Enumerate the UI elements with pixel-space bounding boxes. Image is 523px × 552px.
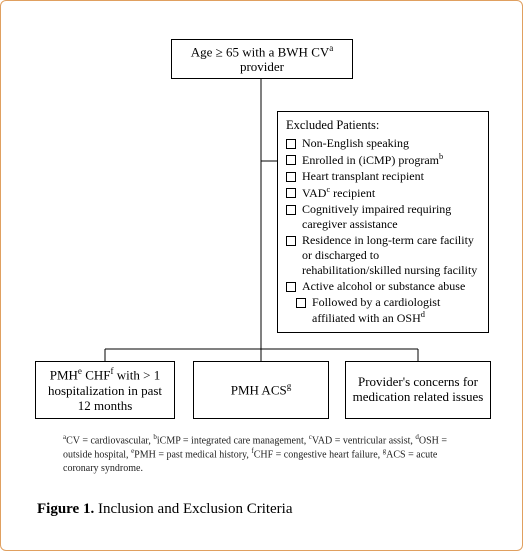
node-provider-concerns: Provider's concerns for medication relat… — [345, 361, 491, 419]
top-line2: provider — [240, 59, 284, 74]
checkbox-icon — [286, 139, 296, 149]
excluded-item: Residence in long-term care facility or … — [286, 233, 480, 278]
excluded-title: Excluded Patients: — [286, 118, 480, 134]
checkbox-icon — [286, 188, 296, 198]
checkbox-icon — [286, 282, 296, 292]
excluded-item: Active alcohol or substance abuse — [286, 279, 480, 294]
node-pmh-chf: PMHe CHFf with > 1 hospitalization in pa… — [35, 361, 175, 419]
excluded-item-text: Non-English speaking — [302, 136, 409, 151]
excluded-item: VADc recipient — [286, 185, 480, 201]
excluded-item: Non-English speaking — [286, 136, 480, 151]
checkbox-icon — [286, 236, 296, 246]
excluded-item: Heart transplant recipient — [286, 169, 480, 184]
excluded-item: Cognitively impaired requiring caregiver… — [286, 202, 480, 232]
excluded-item-text: Residence in long-term care facility or … — [302, 233, 480, 278]
figure-caption: Figure 1. Inclusion and Exclusion Criter… — [37, 501, 293, 518]
excluded-item-text: Active alcohol or substance abuse — [302, 279, 465, 294]
excluded-item-text: Heart transplant recipient — [302, 169, 424, 184]
node-pmh-acs: PMH ACSg — [193, 361, 329, 419]
top-line1: Age ≥ 65 with a BWH CV — [191, 44, 330, 59]
excluded-item-text: Cognitively impaired requiring caregiver… — [302, 202, 480, 232]
page: Age ≥ 65 with a BWH CVa provider Exclude… — [0, 0, 523, 551]
excluded-item-text: Enrolled in (iCMP) programb — [302, 152, 443, 168]
node-excluded-patients: Excluded Patients: Non-English speakingE… — [277, 111, 489, 333]
footnotes: aCV = cardiovascular, biCMP = integrated… — [63, 433, 473, 475]
excluded-item-text: Followed by a cardiologist affiliated wi… — [312, 295, 480, 326]
caption-bold: Figure 1. — [37, 501, 94, 517]
checkbox-icon — [286, 205, 296, 215]
top-sup1: a — [329, 43, 333, 53]
excluded-item: Enrolled in (iCMP) programb — [286, 152, 480, 168]
checkbox-icon — [296, 298, 306, 308]
checkbox-icon — [286, 155, 296, 165]
excluded-item: Followed by a cardiologist affiliated wi… — [286, 295, 480, 326]
excluded-item-text: VADc recipient — [302, 185, 375, 201]
caption-text: Inclusion and Exclusion Criteria — [94, 501, 292, 517]
checkbox-icon — [286, 172, 296, 182]
node-inclusion-top: Age ≥ 65 with a BWH CVa provider — [171, 39, 353, 79]
excluded-list: Non-English speakingEnrolled in (iCMP) p… — [286, 136, 480, 326]
